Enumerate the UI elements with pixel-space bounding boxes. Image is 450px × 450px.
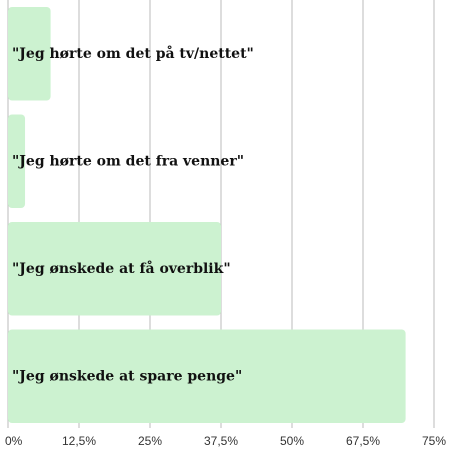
- bar: [8, 114, 26, 209]
- category-label: "Jeg hørte om det på tv/nettet": [12, 44, 254, 62]
- category-label: "Jeg ønskede at spare penge": [12, 368, 242, 384]
- category-label: "Jeg ønskede at få overblik": [12, 259, 231, 277]
- x-tick-label: 12,5%: [62, 434, 96, 448]
- x-tick-label: 67,5%: [346, 434, 380, 448]
- bar: [8, 221, 221, 316]
- bar: [8, 6, 51, 101]
- x-tick-label: 37,5%: [204, 434, 238, 448]
- x-tick-label: 0%: [5, 434, 23, 448]
- x-tick-label: 75%: [422, 434, 446, 448]
- x-tick-label: 50%: [280, 434, 304, 448]
- category-label: "Jeg hørte om det fra venner": [12, 153, 244, 169]
- x-tick-label: 25%: [138, 434, 162, 448]
- bar: [8, 329, 406, 424]
